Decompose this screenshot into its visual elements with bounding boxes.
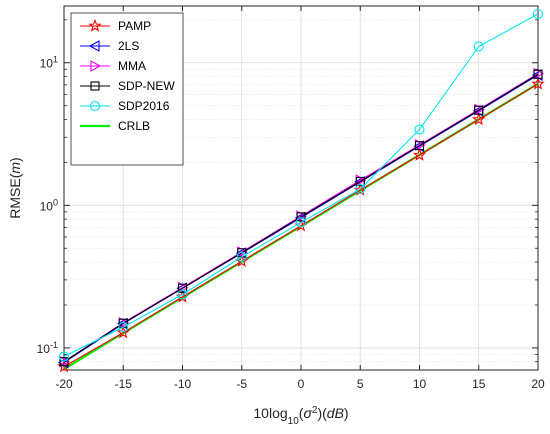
ticks-layer: -20 -15 -10 -5 0 5 10 15 20 10-1 100 101 <box>37 6 545 391</box>
data-point-sdp2016 <box>118 322 129 333</box>
x-tick-label: 10 <box>413 377 427 391</box>
data-point-pamp <box>116 325 130 339</box>
legend-label-sdp2016: SDP2016 <box>118 99 170 113</box>
legend-marker-2ls <box>88 40 100 52</box>
data-point-sdp-new <box>355 176 365 187</box>
data-point-sdp2016 <box>295 217 307 228</box>
data-point-sdp2016 <box>58 351 70 362</box>
legend-box <box>70 12 184 166</box>
legend-item-sdp2016: SDP2016 <box>80 99 170 113</box>
data-point-sdp-new <box>296 212 306 222</box>
legend-label-2ls: 2LS <box>118 39 139 53</box>
data-point-pamp <box>531 76 545 90</box>
x-axis-label: 10log10(σ2)(dB) <box>253 405 348 427</box>
y-tick-label: 101 <box>40 55 58 71</box>
data-point-sdp2016 <box>355 184 366 195</box>
y-tick-label: 100 <box>40 197 58 213</box>
series-line-pamp <box>63 83 539 368</box>
legend-item-sdp-new: SDP-NEW <box>80 79 175 93</box>
x-tick-label: -10 <box>174 377 192 391</box>
x-tick-label: -15 <box>115 377 133 391</box>
data-point-sdp2016 <box>177 289 188 300</box>
data-point-sdp2016 <box>532 8 544 19</box>
y-tick-label: 10-1 <box>37 340 58 356</box>
series-sdp2016 <box>58 8 544 362</box>
data-point-sdp-new <box>59 357 69 367</box>
legend-marker-mma <box>90 60 102 72</box>
legend-item-mma: MMA <box>80 59 146 73</box>
legend-marker-sdp2016 <box>89 100 101 112</box>
data-point-pamp <box>472 112 486 126</box>
legend-label-crlb: CRLB <box>118 119 150 133</box>
data-point-sdp-new <box>474 105 484 115</box>
y-axis-label: RMSE(m) <box>7 157 23 218</box>
x-tick-label: -5 <box>236 377 247 391</box>
data-point-sdp2016 <box>236 251 247 262</box>
data-point-sdp2016 <box>414 124 425 135</box>
x-tick-label: 20 <box>531 377 545 391</box>
series-line-sdp-new <box>63 73 539 363</box>
legend-label-pamp: PAMP <box>118 19 151 33</box>
data-point-pamp <box>412 148 427 161</box>
legend-marker-sdp-new <box>90 81 100 91</box>
legend-marker-pamp <box>88 18 102 32</box>
legend: PAMP 2LS MMA SDP-NEW SDP2016 CRLB <box>70 12 184 166</box>
legend-item-2ls: 2LS <box>80 39 139 53</box>
data-point-sdp-new <box>414 141 425 151</box>
x-tick-label: 15 <box>472 377 486 391</box>
legend-label-sdp-new: SDP-NEW <box>118 79 175 93</box>
x-tick-label: 5 <box>357 377 364 391</box>
series-layer <box>57 8 545 373</box>
x-tick-label: -20 <box>55 377 73 391</box>
data-point-sdp-new <box>533 69 543 79</box>
x-tick-label: 0 <box>298 377 305 391</box>
legend-item-pamp: PAMP <box>80 18 151 33</box>
data-point-sdp2016 <box>473 41 484 52</box>
data-point-sdp-new <box>177 283 188 293</box>
legend-label-mma: MMA <box>118 59 146 73</box>
legend-item-crlb: CRLB <box>80 119 150 133</box>
series-line-sdp2016 <box>63 13 539 358</box>
